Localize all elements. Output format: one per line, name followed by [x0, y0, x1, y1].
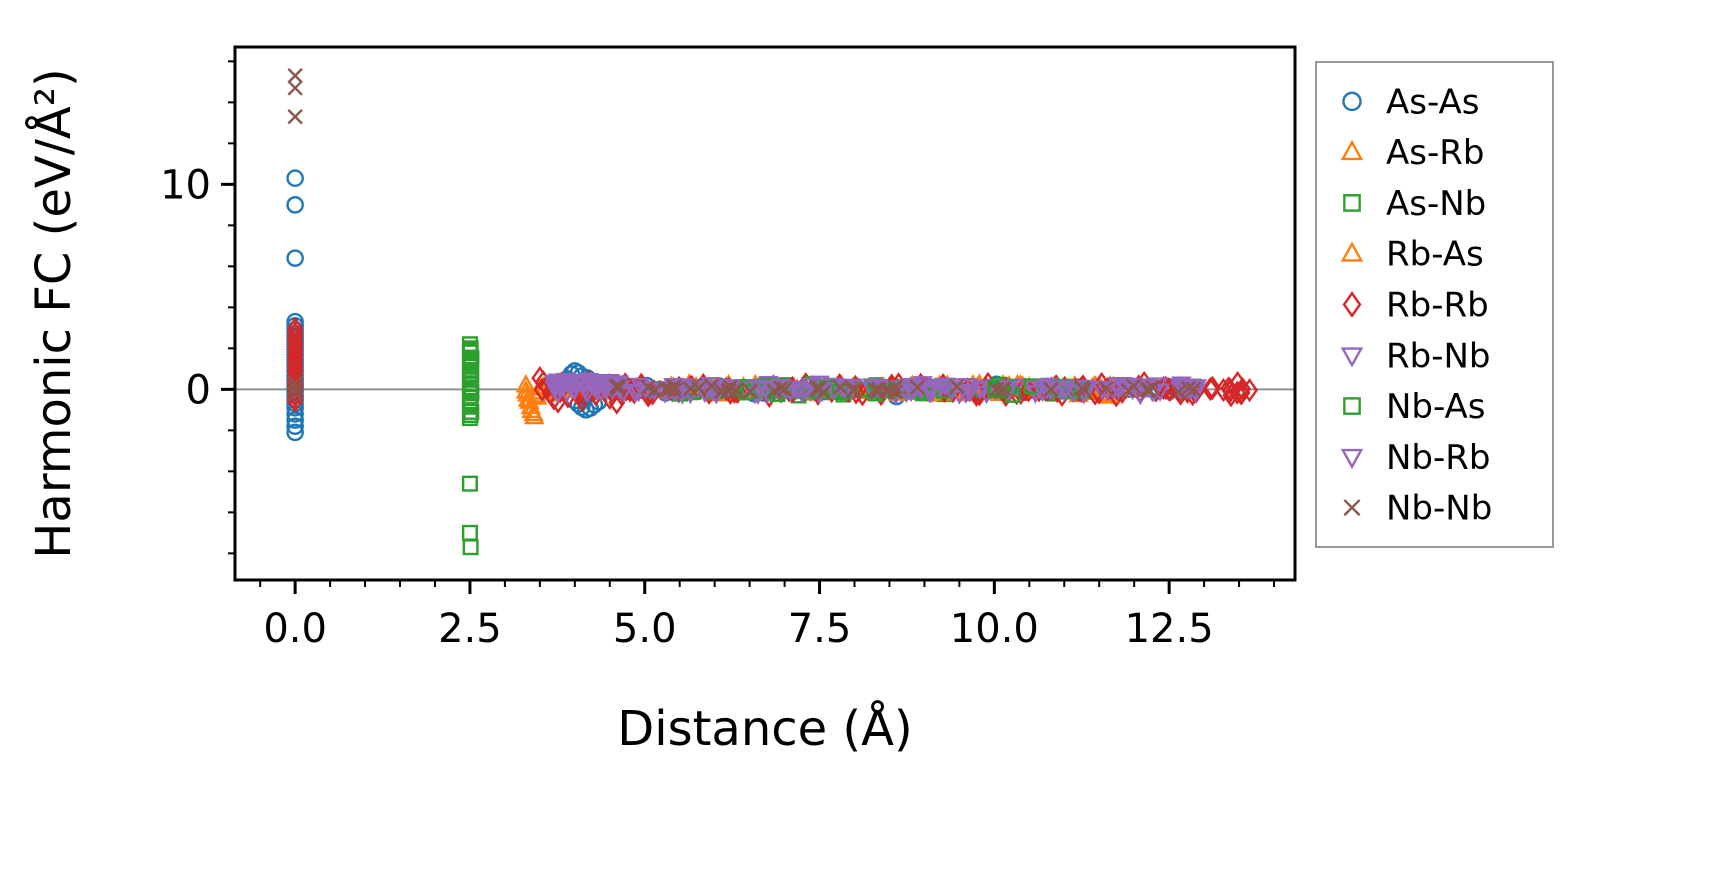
x-axis-label: Distance (Å): [617, 700, 912, 757]
legend-item-Rb-As: Rb-As: [1340, 235, 1484, 275]
x-tick-label: 2.5: [438, 606, 502, 652]
legend-item-As-As: As-As: [1342, 82, 1479, 122]
legend-label: As-Nb: [1386, 184, 1486, 224]
x-tick-label: 5.0: [613, 606, 677, 652]
legend-label: Rb-As: [1386, 235, 1484, 275]
x-tick-label: 0.0: [263, 606, 327, 652]
legend-item-Nb-Rb: Nb-Rb: [1340, 438, 1491, 478]
x-tick-label: 7.5: [788, 606, 852, 652]
legend-label: Nb-Nb: [1386, 489, 1492, 529]
axis-ticks: [221, 60, 1276, 594]
legend: As-As As-Rb As-Nb Rb-As Rb-Rb Rb-Nb Nb-As Nb-Rb…: [1315, 61, 1554, 548]
plot-area: [286, 68, 1259, 556]
x-tick-label: 12.5: [1125, 606, 1214, 652]
x-tick-label: 10.0: [950, 606, 1039, 652]
y-tick-label: 10: [160, 162, 211, 208]
legend-label: Rb-Nb: [1386, 336, 1491, 376]
legend-item-Rb-Nb: Rb-Nb: [1340, 336, 1491, 376]
legend-label: Nb-Rb: [1386, 438, 1491, 478]
legend-item-Nb-Nb: Nb-Nb: [1343, 489, 1492, 529]
y-axis-label: Harmonic FC (eV/Å²): [25, 68, 82, 558]
legend-label: As-Rb: [1386, 133, 1484, 173]
legend-label: Rb-Rb: [1386, 286, 1489, 326]
y-tick-label: 0: [186, 367, 211, 413]
legend-item-As-Nb: As-Nb: [1343, 184, 1486, 224]
legend-item-As-Rb: As-Rb: [1340, 133, 1484, 173]
series-Nb-Nb: [287, 68, 1202, 402]
axes-frame: [233, 45, 1297, 582]
legend-item-Nb-As: Nb-As: [1343, 387, 1486, 427]
legend-label: Nb-As: [1386, 387, 1486, 427]
legend-item-Rb-Rb: Rb-Rb: [1342, 286, 1489, 326]
legend-label: As-As: [1386, 82, 1479, 122]
